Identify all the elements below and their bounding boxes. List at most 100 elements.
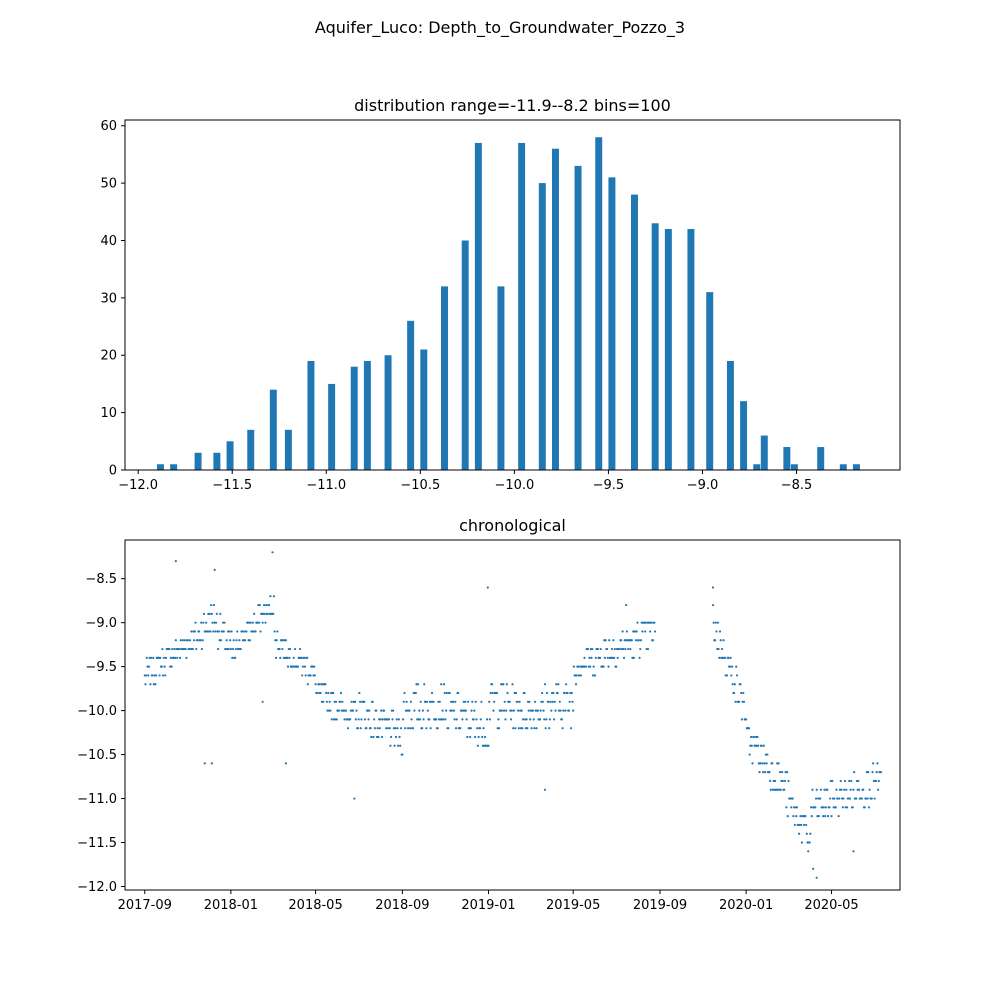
chronological-point bbox=[563, 691, 566, 695]
x-tick-label: −10.5 bbox=[400, 478, 440, 493]
chronological-point bbox=[328, 700, 331, 703]
chronological-point bbox=[610, 647, 614, 651]
chronological-point bbox=[802, 823, 806, 827]
chronological-point bbox=[212, 630, 215, 633]
chronological-point bbox=[793, 823, 796, 827]
chronological-point bbox=[181, 639, 184, 642]
chronological-point bbox=[790, 806, 793, 809]
chronological-point bbox=[566, 691, 569, 695]
chronological-axes-frame bbox=[124, 539, 901, 891]
chronological-point bbox=[872, 762, 875, 765]
chronological-point bbox=[492, 709, 495, 712]
chronological-point bbox=[476, 744, 480, 747]
chronological-point bbox=[163, 665, 166, 668]
chronological-point bbox=[612, 639, 615, 642]
y-tick-label: −9.0 bbox=[85, 616, 117, 631]
chronological-point bbox=[649, 630, 652, 633]
chronological-point bbox=[735, 665, 738, 668]
chronological-point bbox=[554, 709, 557, 712]
chronological-point bbox=[419, 700, 422, 703]
chronological-point bbox=[763, 762, 766, 765]
chronological-point bbox=[474, 700, 477, 703]
chronological-point bbox=[535, 727, 538, 730]
chronological-point bbox=[734, 700, 737, 703]
chronological-point bbox=[719, 639, 722, 642]
chronological-point bbox=[593, 674, 597, 677]
chronological-point bbox=[852, 850, 855, 853]
chronological-point bbox=[363, 700, 366, 703]
chronological-point bbox=[564, 709, 567, 712]
chronological-point bbox=[512, 709, 516, 712]
chronological-point bbox=[714, 621, 717, 624]
histogram-bar bbox=[461, 240, 469, 470]
histogram-panel: distribution range=-11.9--8.2 bins=100 −… bbox=[100, 96, 901, 493]
chronological-point bbox=[525, 718, 528, 721]
chronological-point bbox=[520, 709, 523, 712]
chronological-point bbox=[777, 762, 780, 765]
chronological-point bbox=[306, 656, 309, 659]
chronological-point bbox=[620, 639, 623, 642]
chronological-point bbox=[251, 621, 254, 624]
chronological-point bbox=[848, 779, 851, 783]
chronological-point bbox=[329, 709, 332, 712]
chronological-point bbox=[199, 639, 202, 642]
chronological-point bbox=[429, 727, 432, 730]
chronological-point bbox=[842, 797, 845, 800]
chronological-point bbox=[253, 612, 256, 615]
chronological-point bbox=[506, 691, 509, 695]
chronological-point bbox=[826, 815, 830, 818]
chronological-point bbox=[625, 630, 628, 633]
chronological-point bbox=[528, 700, 531, 703]
chronological-point bbox=[357, 718, 360, 721]
chronological-point bbox=[646, 647, 650, 651]
chronological-point bbox=[634, 639, 638, 642]
chronological-point bbox=[855, 797, 858, 800]
chronological-point bbox=[845, 806, 849, 809]
chronological-point bbox=[781, 771, 784, 774]
chronological-point bbox=[879, 771, 883, 774]
histogram-bar bbox=[226, 441, 234, 470]
histogram-bar bbox=[783, 447, 791, 470]
chronological-point bbox=[359, 727, 362, 730]
chronological-point bbox=[327, 691, 330, 695]
y-tick-label: 30 bbox=[100, 291, 117, 306]
chronological-point bbox=[353, 797, 356, 800]
chronological-point bbox=[490, 683, 494, 686]
chronological-point bbox=[410, 718, 413, 721]
chronological-point bbox=[622, 656, 626, 659]
chronological-point bbox=[740, 718, 743, 721]
chronological-point bbox=[867, 771, 870, 774]
chronological-point bbox=[840, 788, 843, 791]
chronological-point bbox=[358, 700, 362, 703]
chronological-point bbox=[606, 656, 609, 659]
chronological-point bbox=[845, 788, 848, 791]
chronological-point bbox=[773, 779, 777, 783]
chronological-point bbox=[730, 674, 733, 677]
chronological-point bbox=[443, 691, 446, 695]
chronological-point bbox=[174, 560, 177, 563]
chronological-point bbox=[502, 683, 505, 686]
chronological-point bbox=[511, 683, 514, 686]
chronological-point bbox=[810, 815, 813, 818]
chronological-point bbox=[489, 691, 492, 695]
chronological-point bbox=[354, 700, 357, 703]
chronological-point bbox=[594, 656, 597, 659]
chronological-point bbox=[188, 639, 192, 642]
histogram-bar bbox=[817, 447, 825, 470]
y-tick-label: 40 bbox=[100, 234, 117, 249]
x-tick-label: −12.0 bbox=[118, 478, 158, 493]
chronological-point bbox=[234, 647, 237, 651]
chronological-point bbox=[523, 691, 526, 695]
chronological-point bbox=[742, 691, 745, 695]
chronological-point bbox=[441, 709, 444, 712]
chronological-point bbox=[273, 630, 276, 633]
chronological-point bbox=[877, 779, 880, 783]
chronological-point bbox=[385, 727, 388, 730]
chronological-point bbox=[521, 727, 524, 730]
chronological-point bbox=[548, 718, 552, 721]
chronological-point bbox=[416, 683, 420, 686]
histogram-bar bbox=[384, 355, 392, 470]
chronological-point bbox=[778, 771, 782, 774]
chronological-point bbox=[271, 551, 274, 554]
chronological-point bbox=[266, 612, 269, 615]
